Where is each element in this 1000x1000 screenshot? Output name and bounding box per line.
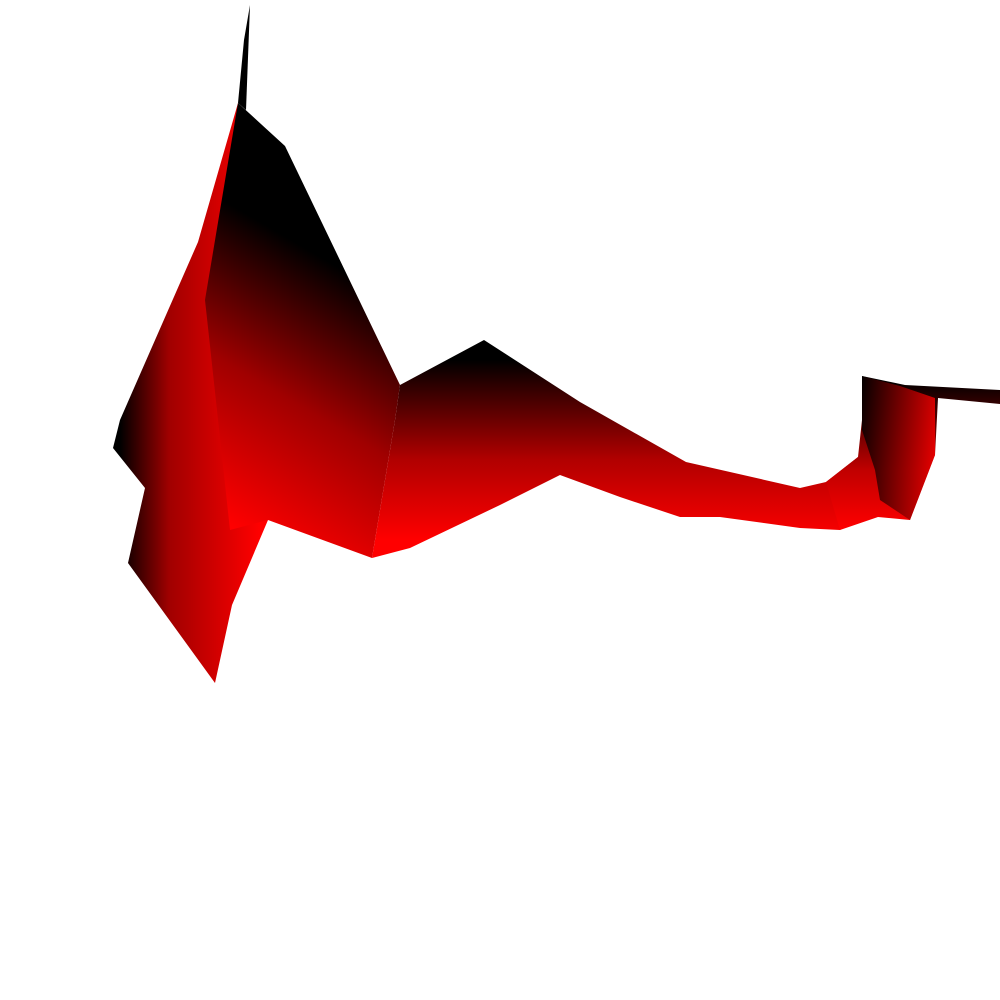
surface-peak-facet <box>205 103 400 558</box>
surface-spike <box>238 5 250 110</box>
surface-middle-band <box>372 340 880 558</box>
surface-right-lip <box>862 376 935 520</box>
